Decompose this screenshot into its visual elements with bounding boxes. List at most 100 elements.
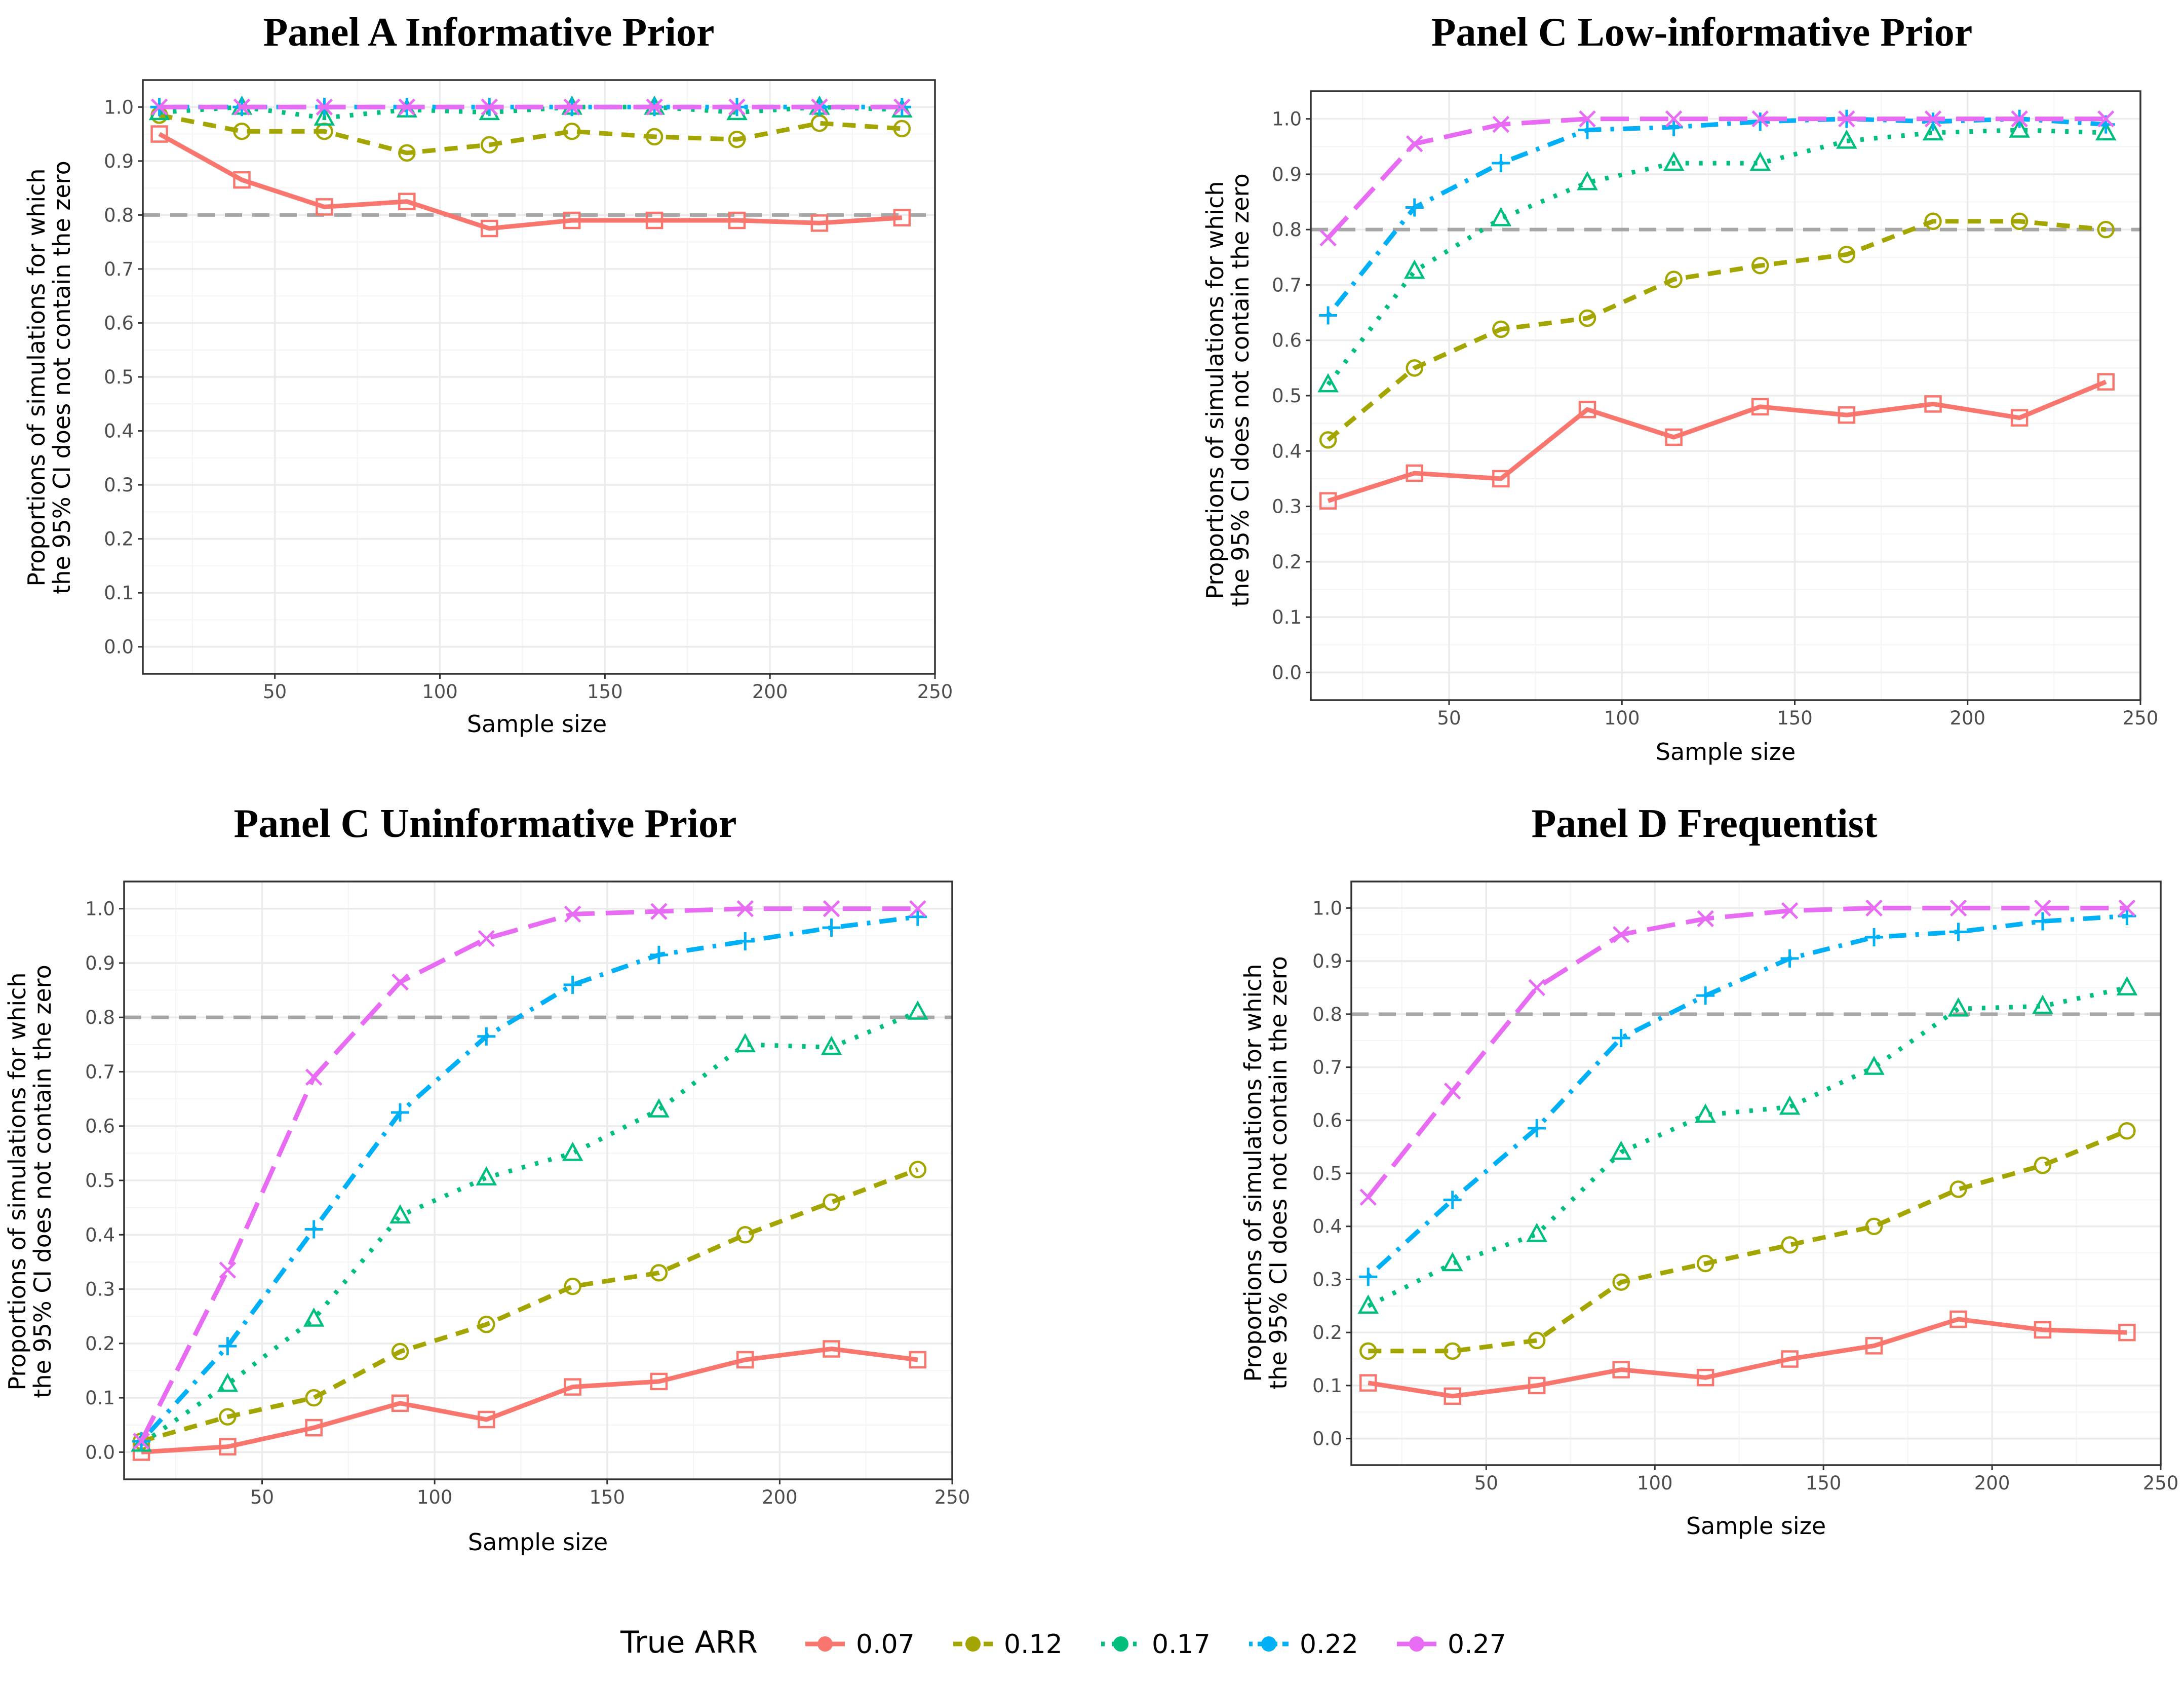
chart-1-series-0.17-point <box>1317 373 1339 393</box>
chart-2-series-0.22 <box>132 907 927 1450</box>
chart-0-series-0.12-point <box>563 122 581 140</box>
chart-3-xtick-label: 150 <box>1806 1472 1842 1494</box>
chart-2-series-0.17-point <box>389 1204 411 1223</box>
chart-2-series-0.12-point <box>909 1161 927 1178</box>
chart-3-ylabel-line: the 95% CI does not contain the zero <box>1265 956 1292 1389</box>
chart-3-series-0.27-point <box>1697 910 1714 928</box>
chart-0-series-0.27-point <box>398 98 416 116</box>
chart-2-series-0.22-point <box>477 1027 496 1046</box>
chart-0-series-0.07-point <box>728 211 746 229</box>
chart-1-series-0.12-point <box>1578 309 1596 327</box>
chart-2-xlabel: Sample size <box>468 1528 608 1556</box>
chart-3-series-0.17-point <box>1526 1222 1548 1242</box>
chart-3-series-0.12-point <box>1781 1236 1799 1254</box>
chart-2-xtick-label: 200 <box>762 1486 798 1508</box>
chart-2-series-0.27-line <box>139 906 918 1442</box>
chart-3-series-0.27-point <box>1865 899 1883 917</box>
chart-1-xtick-label: 50 <box>1437 707 1461 729</box>
chart-2-series-0.17-point <box>648 1098 670 1118</box>
chart-3-ytick-label: 1.0 <box>1312 897 1342 919</box>
chart-2-ytick-label: 0.7 <box>85 1061 115 1083</box>
chart-2-series-0.27-point <box>823 900 840 917</box>
chart-0-series-0.27 <box>150 98 911 116</box>
chart-3-ylabel-line: Proportions of simulations for which <box>1239 964 1267 1382</box>
chart-0-series-0.27-point <box>563 98 580 116</box>
chart-3-series-0.17-point <box>1357 1294 1379 1314</box>
chart-3-series-0.12-point <box>1865 1217 1883 1235</box>
chart-1-panel: Panel C Low-informative Prior 50 100 150 200… <box>1201 10 2158 765</box>
chart-3-panel: Panel D Frequentist 50 100 150 200 250 0.0 0.1 0… <box>1239 801 2178 1540</box>
chart-3-ytick-label: 0.8 <box>1312 1004 1342 1025</box>
chart-3-series-0.22-point <box>1865 928 1884 946</box>
chart-3-series-0.27-point <box>1359 1189 1377 1206</box>
chart-3-frame <box>1350 880 2162 1466</box>
legend-label-0.27: 0.27 <box>1448 1629 1506 1660</box>
legend-item-0.17: 0.17 <box>1101 1629 1211 1660</box>
chart-0-ytick-label: 0.8 <box>104 204 134 226</box>
chart-2-xtick-label: 100 <box>417 1486 453 1508</box>
chart-2-series-0.27-point <box>650 903 668 920</box>
chart-1-series-0.17-point <box>2009 118 2030 138</box>
chart-2-series-0.12-point <box>219 1408 237 1426</box>
chart-0-series-0.07-point <box>316 198 333 216</box>
chart-0-xtick-label: 150 <box>587 681 623 703</box>
chart-3-xlabel: Sample size <box>1686 1512 1826 1540</box>
chart-0-ylabel-line: Proportions of simulations for which <box>23 168 50 586</box>
chart-1-ylabel-line: the 95% CI does not contain the zero <box>1227 173 1254 606</box>
chart-1-ytick-label: 0.4 <box>1272 440 1302 462</box>
chart-3-xtick-label: 50 <box>1474 1472 1498 1494</box>
chart-3-series-0.22-point <box>1696 986 1715 1005</box>
chart-2-series-0.07-point <box>909 1351 927 1369</box>
chart-1-series-0.07-line <box>1327 379 2107 503</box>
chart-3-series-0.07-line <box>1368 1317 2127 1399</box>
chart-3-series-0.07-point <box>1359 1374 1377 1392</box>
chart-3-series-0.27-point <box>1444 1082 1461 1100</box>
legend-label-0.07: 0.07 <box>856 1629 915 1660</box>
chart-3-series-0.22-line <box>1367 913 2127 1279</box>
chart-1-xtick-label: 150 <box>1777 707 1813 729</box>
chart-2-series-0.12-point <box>736 1226 754 1244</box>
chart-2-series-0.17-point <box>562 1141 583 1161</box>
chart-2-series-0.27-point <box>736 900 754 917</box>
chart-0-xlabel: Sample size <box>467 710 607 738</box>
chart-3-series-0.12-point <box>1528 1331 1546 1350</box>
chart-2-xtick-label: 50 <box>250 1486 274 1508</box>
chart-0-ylabel-line: the 95% CI does not contain the zero <box>48 161 75 594</box>
chart-1-ytick-label: 0.3 <box>1272 496 1302 518</box>
chart-2-series-0.07-point <box>305 1419 323 1437</box>
chart-3-series-0.22 <box>1359 907 2136 1286</box>
chart-1-series-0.22-point <box>1578 121 1596 139</box>
chart-2-series-0.07-point <box>391 1394 409 1412</box>
chart-1-series-0.27-line <box>1326 117 2106 240</box>
chart-3-series-0.07-point <box>1444 1387 1461 1405</box>
chart-2-series-0.12-point <box>305 1389 323 1407</box>
chart-2-series-0.07 <box>132 1340 927 1461</box>
chart-1-series-0.12-point <box>1406 359 1423 377</box>
chart-1-series-0.22-point <box>1319 306 1338 325</box>
chart-3-series-0.07-point <box>1949 1310 1967 1328</box>
chart-3-series-0.17-point <box>1863 1055 1885 1075</box>
chart-2-series-0.17-point <box>821 1036 842 1055</box>
chart-2-series-0.07-line <box>141 1347 918 1454</box>
legend-label-0.17: 0.17 <box>1152 1629 1211 1660</box>
chart-2-series-0.27-point <box>305 1068 323 1086</box>
chart-3-series-0.17-point <box>1695 1103 1716 1123</box>
chart-0-series-0.07-line <box>158 132 903 231</box>
chart-1-series-0.07-point <box>1665 428 1683 446</box>
chart-3-series-0.12-point <box>2034 1157 2052 1174</box>
chart-1-series-0.22-point <box>1924 112 1942 131</box>
chart-2-ytick-label: 0.0 <box>85 1441 115 1463</box>
chart-1-series-0.07-point <box>1319 492 1337 510</box>
chart-1-ytick-label: 0.2 <box>1272 551 1302 573</box>
chart-2-series-0.07-point <box>823 1340 840 1358</box>
chart-2-series-0.17-point <box>217 1372 239 1392</box>
chart-0-series-0.27-point <box>316 98 333 116</box>
chart-3-series-0.27-point <box>1949 899 1967 917</box>
chart-1-series-0.12-point <box>1492 320 1510 338</box>
chart-2-series-0.12-point <box>478 1316 495 1333</box>
chart-1-series-0.17-point <box>1403 259 1425 279</box>
legend: True ARR 0.07 0.12 0.17 0.22 0.27 <box>620 1625 1506 1660</box>
chart-0-series-0.07-point <box>645 211 664 229</box>
chart-1-series-0.12-point <box>1665 271 1683 288</box>
